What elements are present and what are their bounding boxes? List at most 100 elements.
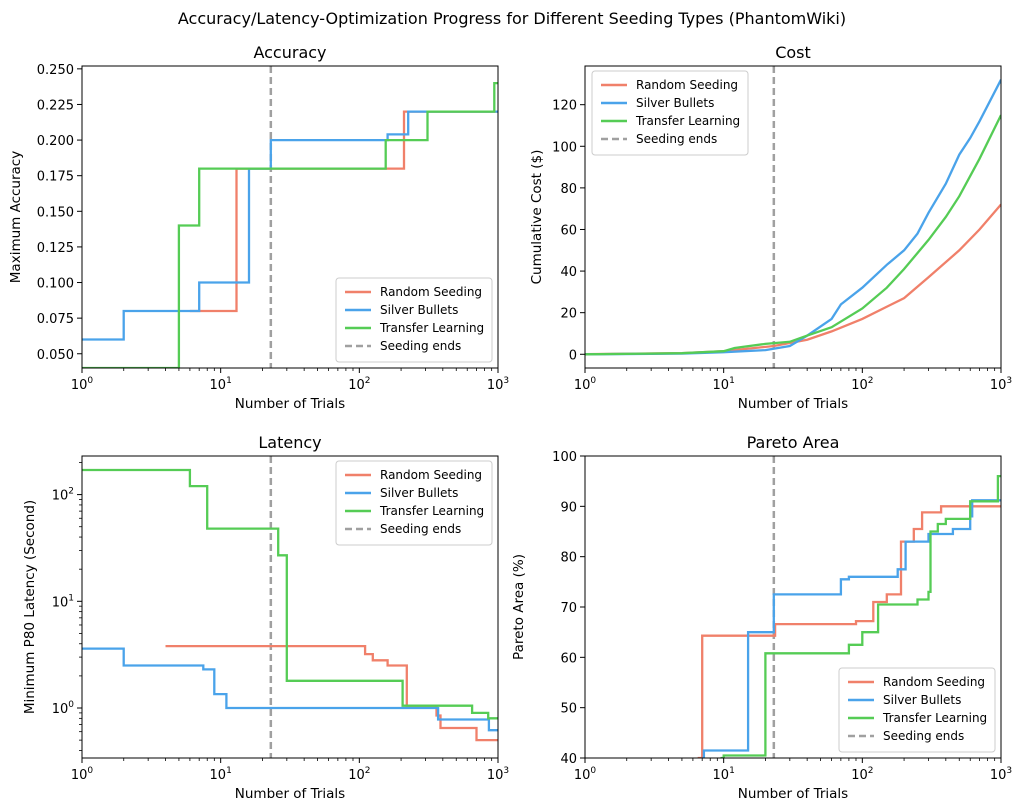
accuracy-axes-frame [81,65,499,369]
cost-ytick-label: 40 [560,265,577,280]
pareto-ytick-label: 70 [560,601,577,616]
cost-legend-box [591,70,749,156]
latency-ytick-label-exponent: 0 [68,700,74,710]
cost-legend-label-random: Random Seeding [636,78,738,92]
latency-ylabel: Minimum P80 Latency (Second) [22,500,38,714]
latency-title: Latency [258,433,321,452]
accuracy-ytick-label: 0.125 [37,241,74,256]
latency-xtick-label-exponent: 2 [365,766,371,776]
cost-xlabel: Number of Trials [738,396,848,412]
cost-legend-label-seeding: Seeding ends [636,132,717,146]
cost-ytick-label: 120 [552,99,577,114]
cost-ytick-label: 0 [569,348,577,363]
accuracy-xtick-label-exponent: 0 [87,376,93,386]
accuracy-xtick-label-exponent: 2 [365,376,371,386]
latency-legend-label-silver: Silver Bullets [380,486,458,500]
accuracy-xtick-label-base: 10 [210,378,227,393]
pareto-legend: Random Seeding Silver Bullets Transfer Lea… [838,667,996,753]
cost-xtick-label: 103 [990,376,1012,393]
pareto-ytick-label: 100 [552,450,577,465]
cost-ytick-label: 20 [560,307,577,322]
accuracy-xtick-label-base: 10 [71,378,88,393]
latency-legend-box [335,460,493,546]
pareto-series-random [697,505,1001,758]
pareto-xtick-label-base: 10 [713,768,730,783]
latency-xtick-label-base: 10 [71,768,88,783]
latency-xtick-label-base: 10 [210,768,227,783]
latency-chart: Latency Number of Trials Minimum P80 Laten… [22,433,509,802]
cost-xtick-label-base: 10 [713,378,730,393]
pareto-legend-label-transfer: Transfer Learning [882,711,987,725]
pareto-xtick-label-exponent: 0 [590,766,596,776]
pareto-xtick-label: 103 [990,766,1012,783]
accuracy-chart: Accuracy Number of Trials Maximum Accuracy… [8,43,509,412]
accuracy-xtick-label: 100 [71,376,94,393]
pareto-series-transfer [720,474,1001,758]
accuracy-xtick-label: 103 [487,376,509,393]
accuracy-ytick-label: 0.075 [37,312,74,327]
pareto-legend-box [838,667,996,753]
latency-legend-label-seeding: Seeding ends [380,522,461,536]
cost-title: Cost [775,43,811,62]
pareto-legend-label-silver: Silver Bullets [883,693,961,707]
pareto-ylabel: Pareto Area (%) [511,554,527,660]
latency-series-transfer [82,468,498,720]
latency-ytick-label-base: 10 [52,489,69,504]
pareto-ytick-label: 80 [560,551,577,566]
pareto-ytick-label: 40 [560,752,577,767]
pareto-xtick-label-base: 10 [851,768,868,783]
latency-ytick-label: 102 [52,487,74,504]
latency-ytick-label-base: 10 [52,702,69,717]
latency-xtick-label-exponent: 1 [226,766,232,776]
accuracy-legend-label-transfer: Transfer Learning [379,321,484,335]
cost-ytick-label: 80 [560,182,577,197]
accuracy-ytick-label: 0.200 [37,134,74,149]
cost-xtick-label-base: 10 [851,378,868,393]
accuracy-ytick-label: 0.100 [37,277,74,292]
pareto-ytick-label: 90 [560,500,577,515]
latency-ytick-label-base: 10 [52,595,69,610]
accuracy-legend: Random Seeding Silver Bullets Transfer Lea… [335,277,493,363]
accuracy-xtick-label-base: 10 [348,378,365,393]
accuracy-legend-box [335,277,493,363]
latency-legend: Random Seeding Silver Bullets Transfer Lea… [335,460,493,546]
latency-xtick-label-exponent: 0 [87,766,93,776]
accuracy-legend-label-seeding: Seeding ends [380,339,461,353]
pareto-axes-frame [584,455,1002,759]
accuracy-xtick-label-exponent: 1 [226,376,232,386]
accuracy-title: Accuracy [253,43,326,62]
pareto-legend-label-seeding: Seeding ends [883,729,964,743]
accuracy-ytick-label: 0.050 [37,348,74,363]
latency-ytick-label: 101 [52,593,74,610]
cost-ytick-label: 100 [552,140,577,155]
latency-ytick-label: 100 [52,700,75,717]
latency-xtick-label: 100 [71,766,94,783]
cost-xtick-label: 101 [713,376,735,393]
cost-ylabel: Cumulative Cost ($) [529,150,545,285]
cost-legend-label-transfer: Transfer Learning [635,114,740,128]
cost-xtick-label: 102 [851,376,873,393]
latency-series-random [165,644,498,742]
latency-xtick-label-exponent: 3 [503,766,509,776]
latency-series-silver [82,647,498,732]
pareto-title: Pareto Area [747,433,840,452]
accuracy-legend-label-random: Random Seeding [380,285,482,299]
accuracy-ytick-label: 0.250 [37,63,74,78]
charts-layer: Accuracy Number of Trials Maximum Accuracy… [8,43,1012,802]
cost-series-silver [585,79,1001,356]
cost-xtick-label-exponent: 2 [868,376,874,386]
pareto-xtick-label: 102 [851,766,873,783]
accuracy-xtick-label-exponent: 3 [503,376,509,386]
cost-xtick-label: 100 [574,376,597,393]
cost-xtick-label-exponent: 0 [590,376,596,386]
cost-legend: Random Seeding Silver Bullets Transfer Lea… [591,70,749,156]
figure-suptitle: Accuracy/Latency-Optimization Progress f… [178,9,846,28]
pareto-xtick-label-exponent: 3 [1006,766,1012,776]
accuracy-ytick-label: 0.150 [37,205,74,220]
latency-legend-label-transfer: Transfer Learning [379,504,484,518]
cost-ytick-label: 60 [560,223,577,238]
latency-xtick-label: 102 [348,766,370,783]
accuracy-legend-label-silver: Silver Bullets [380,303,458,317]
cost-axes-frame [584,65,1002,369]
